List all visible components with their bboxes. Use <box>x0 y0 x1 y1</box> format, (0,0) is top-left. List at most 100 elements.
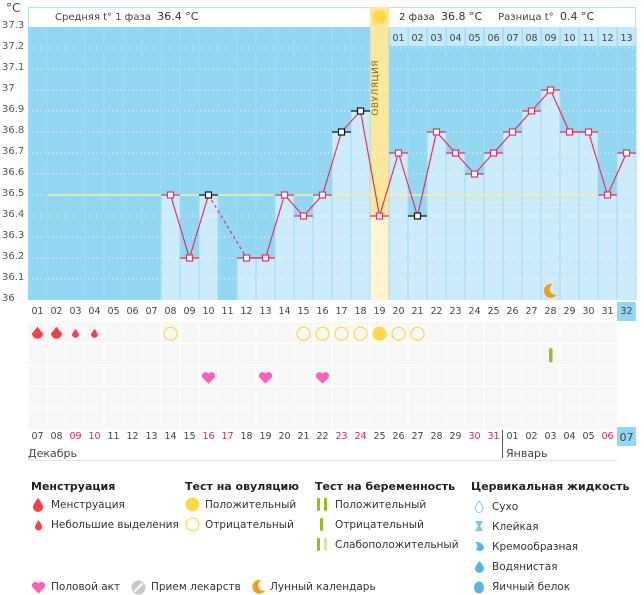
month-december: Декабрь <box>28 447 77 460</box>
temperature-bar <box>560 132 579 300</box>
phase2-day-label: 13 <box>620 33 633 44</box>
cycle-day-label: 14 <box>278 306 291 317</box>
phase2-day-label: 06 <box>487 33 500 44</box>
temperature-bar <box>294 216 313 300</box>
temperature-line-segment <box>188 194 210 259</box>
calendar-date-label: 02 <box>525 431 538 442</box>
calendar-date-label: 04 <box>563 431 576 442</box>
y-tick-label: 36.8 <box>2 125 25 136</box>
temperature-point <box>470 170 479 178</box>
legend-medication: Прием лекарств <box>151 581 241 593</box>
pill-icon <box>131 580 146 595</box>
calendar-date-label: 08 <box>50 431 63 442</box>
phase1-label: Средняя t° 1 фаза <box>55 12 151 23</box>
current-date-highlight <box>617 427 636 446</box>
temperature-point <box>299 212 308 220</box>
phase1-value: 36.4 °C <box>157 10 199 23</box>
temperature-line-segment <box>378 152 400 217</box>
temperature-point <box>375 212 384 220</box>
y-tick-label: 36.3 <box>2 230 25 241</box>
ovulation-test-negative-icon <box>315 326 330 341</box>
temperature-point <box>527 107 536 115</box>
legend-cervical-watery: Водянистая <box>492 561 558 573</box>
temperature-point <box>394 149 403 157</box>
temperature-bar <box>351 111 370 300</box>
temperature-line-segment <box>397 152 419 217</box>
pregnancy-test-negative-icon <box>549 348 553 363</box>
lunar-moon-icon <box>543 283 557 298</box>
temperature-bar <box>446 153 465 300</box>
cycle-day-label: 02 <box>50 306 63 317</box>
temperature-line-segment <box>587 131 609 196</box>
calendar-date-label: 27 <box>411 431 424 442</box>
ovulation-test-negative-icon <box>334 326 349 341</box>
temperature-line-segment <box>549 89 571 133</box>
legend-cervical-dry: Сухо <box>492 501 519 513</box>
y-tick-label: 37 <box>2 83 15 94</box>
heart-icon <box>31 581 46 594</box>
drop-icon <box>33 498 43 512</box>
cycle-day-label: 01 <box>31 306 44 317</box>
temperature-chart <box>28 7 637 446</box>
phase2-day-label: 10 <box>563 33 576 44</box>
calendar-date-label: 18 <box>240 431 253 442</box>
y-tick-label: 36 <box>2 293 15 304</box>
cycle-day-label: 06 <box>126 306 139 317</box>
y-tick-label: 36.4 <box>2 209 25 220</box>
phase2-day-label: 07 <box>506 33 519 44</box>
temperature-line-segment <box>359 110 381 217</box>
spotting-drop-icon <box>91 328 98 338</box>
phase2-day-label: 11 <box>582 33 595 44</box>
dry-icon <box>474 500 484 513</box>
cycle-day-label: 22 <box>430 306 443 317</box>
y-tick-label: 37.1 <box>2 62 25 73</box>
temperature-point <box>318 191 327 199</box>
small-drop-icon <box>35 520 42 531</box>
menstruation-drop-icon <box>32 326 43 339</box>
calendar-date-label: 21 <box>297 431 310 442</box>
ovulation-label: ОВУЛЯЦИЯ <box>371 60 381 116</box>
temperature-bar <box>408 216 427 300</box>
temperature-bar <box>313 195 332 300</box>
legend-ovulation-title: Тест на овуляцию <box>185 480 299 493</box>
cycle-day-label: 19 <box>373 306 386 317</box>
y-axis-unit: °C <box>6 1 21 15</box>
temperature-point <box>166 191 175 199</box>
cycle-day-label: 32 <box>620 306 633 317</box>
cycle-day-label: 27 <box>525 306 538 317</box>
cycle-day-label: 13 <box>259 306 272 317</box>
y-tick-label: 37.3 <box>2 20 25 31</box>
calendar-date-label: 03 <box>544 431 557 442</box>
calendar-date-label: 31 <box>487 431 500 442</box>
cycle-day-label: 25 <box>487 306 500 317</box>
cycle-day-label: 04 <box>88 306 101 317</box>
month-divider <box>502 430 503 458</box>
legend-cervical-eggwhite: Яичный белок <box>492 581 571 593</box>
month-january: Январь <box>506 447 548 460</box>
creamy-icon <box>475 541 484 552</box>
legend-menstruation: Менструация <box>51 499 125 511</box>
cycle-day-label: 03 <box>69 306 82 317</box>
cycle-day-label: 26 <box>506 306 519 317</box>
cycle-day-label: 30 <box>582 306 595 317</box>
phase2-day-label: 01 <box>392 33 405 44</box>
cycle-day-label: 18 <box>354 306 367 317</box>
temperature-point <box>280 191 289 199</box>
ovulation-test-negative-icon <box>296 326 311 341</box>
phase2-day-label: 05 <box>468 33 481 44</box>
phase1-summary: Средняя t° 1 фаза 36.4 °C <box>55 10 198 23</box>
temperature-point <box>546 86 555 94</box>
ovulation-sun-icon <box>372 10 387 24</box>
temperature-line-segment <box>416 131 438 217</box>
calendar-date-label: 22 <box>316 431 329 442</box>
legend-pregnancy-weak: Слабоположительный <box>335 539 459 551</box>
egg-white-icon <box>474 581 484 594</box>
calendar-date-label: 19 <box>259 431 272 442</box>
temperature-point <box>337 128 346 136</box>
phase2-header-row <box>389 27 636 46</box>
temperature-line-segment <box>264 194 286 259</box>
calendar-date-label: 10 <box>88 431 101 442</box>
y-tick-label: 36.2 <box>2 251 25 262</box>
current-day-highlight <box>617 302 636 321</box>
temperature-line-segment <box>321 131 343 196</box>
